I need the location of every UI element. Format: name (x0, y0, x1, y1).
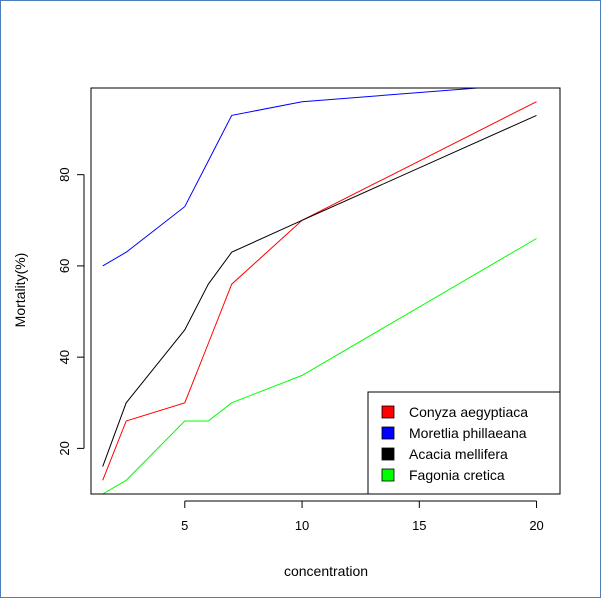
legend-swatch-1 (381, 405, 395, 419)
legend: Conyza aegyptiaca Moretlia phillaeana Acac… (367, 391, 561, 495)
legend-label-2: Moretlia phillaeana (409, 425, 527, 441)
series-line-2 (102, 88, 485, 267)
x-tick-label: 20 (529, 518, 543, 533)
legend-label-4: Fagonia cretica (409, 467, 505, 483)
series-line-4 (102, 238, 537, 494)
x-axis-title: concentration (284, 563, 368, 579)
y-axis: 20 40 60 80 (57, 167, 85, 456)
x-tick-label: 10 (295, 518, 309, 533)
y-tick-label: 60 (57, 259, 72, 273)
legend-swatch-2 (381, 426, 395, 440)
series-line-3 (102, 114, 537, 467)
y-tick-label: 80 (57, 167, 72, 181)
legend-swatch-4 (381, 468, 395, 482)
y-axis-title: Mortality(%) (12, 253, 28, 328)
y-tick-label: 40 (57, 350, 72, 364)
legend-swatch-3 (381, 447, 395, 461)
series-layer (102, 88, 537, 494)
legend-box (367, 391, 561, 495)
legend-label-1: Conyza aegyptiaca (409, 404, 528, 420)
x-axis: 5 10 15 20 (181, 500, 544, 533)
y-tick-label: 20 (57, 441, 72, 455)
x-tick-label: 15 (412, 518, 426, 533)
legend-label-3: Acacia mellifera (409, 446, 508, 462)
x-tick-label: 5 (181, 518, 188, 533)
plot-area-box (90, 87, 561, 495)
